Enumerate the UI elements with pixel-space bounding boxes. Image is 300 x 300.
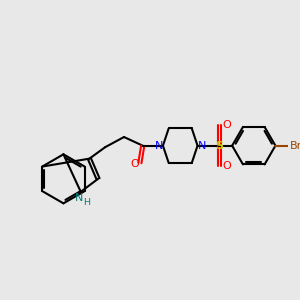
Text: S: S xyxy=(215,141,223,151)
Text: N: N xyxy=(154,141,163,151)
Text: O: O xyxy=(223,161,232,171)
Text: O: O xyxy=(223,121,232,130)
Text: H: H xyxy=(84,198,91,207)
Text: O: O xyxy=(130,159,139,170)
Text: N: N xyxy=(198,141,206,151)
Text: Br: Br xyxy=(290,141,300,151)
Text: N: N xyxy=(75,193,83,203)
